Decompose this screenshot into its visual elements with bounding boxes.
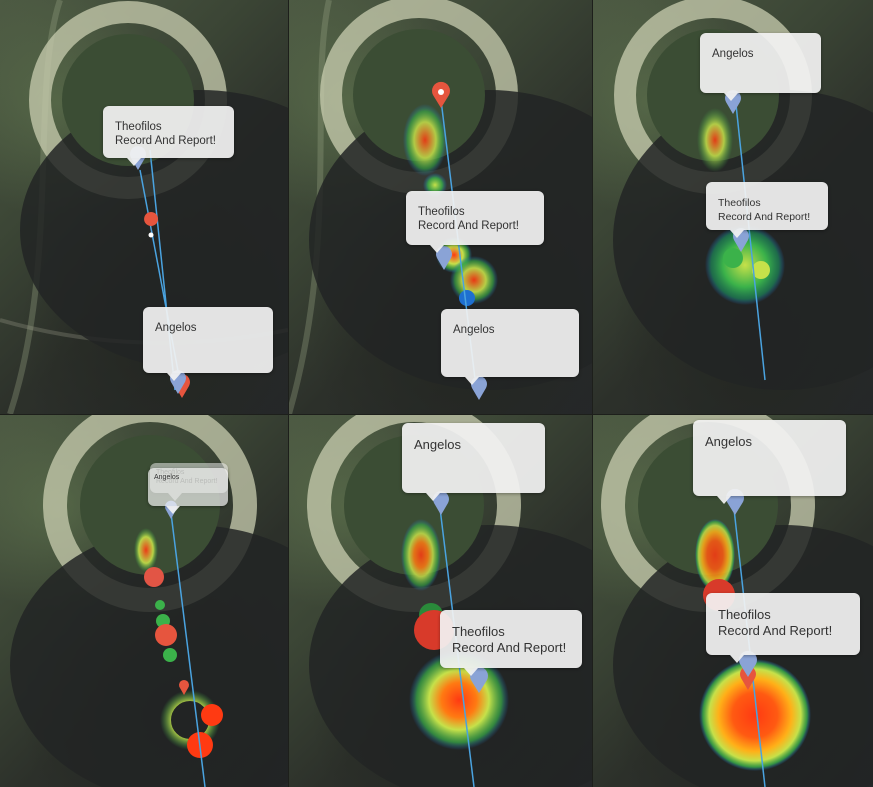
user-name: Angelos bbox=[155, 322, 197, 334]
user-bubble-theofilos[interactable]: Theofilos Record And Report! bbox=[706, 593, 860, 663]
user-message: Record And Report! bbox=[418, 220, 520, 232]
map-panel-6[interactable]: Angelos Theofilos Record And Report! bbox=[593, 415, 873, 787]
user-message: Record And Report! bbox=[115, 135, 217, 147]
track-line bbox=[169, 504, 206, 787]
user-bubble-angelos[interactable]: Angelos bbox=[693, 420, 846, 504]
satellite-scene bbox=[10, 415, 288, 787]
map-panel-5[interactable]: Angelos Theofilos Record And Report! bbox=[289, 415, 592, 787]
user-name: Theofilos bbox=[718, 197, 761, 209]
user-name: Angelos bbox=[154, 474, 180, 481]
map-panel-2[interactable]: Theofilos Record And Report! Angelos bbox=[289, 0, 592, 414]
user-name: Angelos bbox=[712, 48, 754, 60]
map-panel-4[interactable]: Theofilos Record And Report! Angelos bbox=[0, 415, 288, 787]
user-name: Angelos bbox=[453, 324, 495, 336]
user-name: Angelos bbox=[414, 437, 461, 452]
satellite-scene bbox=[0, 0, 288, 414]
user-name: Theofilos bbox=[718, 607, 771, 622]
user-message: Record And Report! bbox=[452, 640, 567, 655]
user-name: Angelos bbox=[705, 434, 752, 449]
map-pin-red-icon bbox=[740, 666, 756, 690]
map-pin-red-icon bbox=[144, 212, 159, 248]
user-name: Theofilos bbox=[115, 121, 162, 133]
map-panel-3[interactable]: Angelos Theofilos Record And Report! bbox=[593, 0, 873, 414]
map-pin-red-icon bbox=[179, 680, 189, 695]
user-bubble-angelos[interactable]: Angelos bbox=[441, 309, 579, 385]
user-bubble-theofilos[interactable]: Theofilos Record And Report! bbox=[440, 610, 582, 676]
map-pin-red-icon bbox=[432, 81, 450, 108]
track-line bbox=[734, 94, 766, 381]
user-message: Record And Report! bbox=[718, 211, 811, 223]
user-bubble-theofilos[interactable]: Theofilos Record And Report! bbox=[706, 182, 828, 238]
user-bubble-angelos[interactable]: Angelos bbox=[700, 33, 821, 101]
user-message: Record And Report! bbox=[718, 623, 833, 638]
user-bubble-theofilos[interactable]: Theofilos Record And Report! bbox=[406, 191, 544, 253]
user-bubble-angelos[interactable]: Angelos bbox=[148, 468, 228, 514]
user-bubble-angelos[interactable]: Angelos bbox=[143, 307, 273, 381]
user-name: Theofilos bbox=[418, 206, 465, 218]
user-bubble-theofilos[interactable]: Theofilos Record And Report! bbox=[103, 106, 234, 166]
user-bubble-angelos[interactable]: Angelos bbox=[402, 423, 545, 501]
user-name: Theofilos bbox=[452, 624, 505, 639]
map-panel-1[interactable]: Theofilos Record And Report! Angelos bbox=[0, 0, 288, 414]
